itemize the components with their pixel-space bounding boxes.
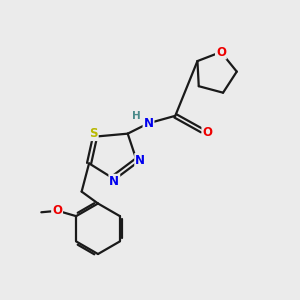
Text: O: O: [52, 204, 62, 217]
Text: O: O: [202, 126, 212, 139]
Text: N: N: [143, 117, 154, 130]
Text: N: N: [109, 175, 119, 188]
Text: O: O: [216, 46, 226, 59]
Text: S: S: [89, 127, 98, 140]
Text: H: H: [132, 111, 140, 121]
Text: N: N: [135, 154, 145, 167]
